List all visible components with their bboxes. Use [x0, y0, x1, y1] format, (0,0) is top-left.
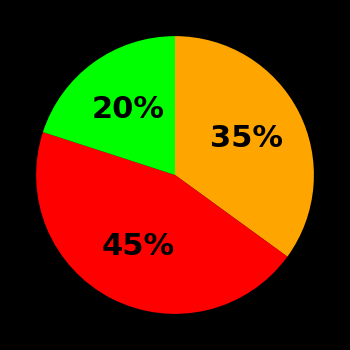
- Wedge shape: [43, 36, 175, 175]
- Wedge shape: [175, 36, 314, 257]
- Text: 20%: 20%: [91, 95, 164, 124]
- Text: 35%: 35%: [210, 124, 283, 153]
- Text: 45%: 45%: [102, 232, 175, 261]
- Wedge shape: [36, 132, 287, 314]
